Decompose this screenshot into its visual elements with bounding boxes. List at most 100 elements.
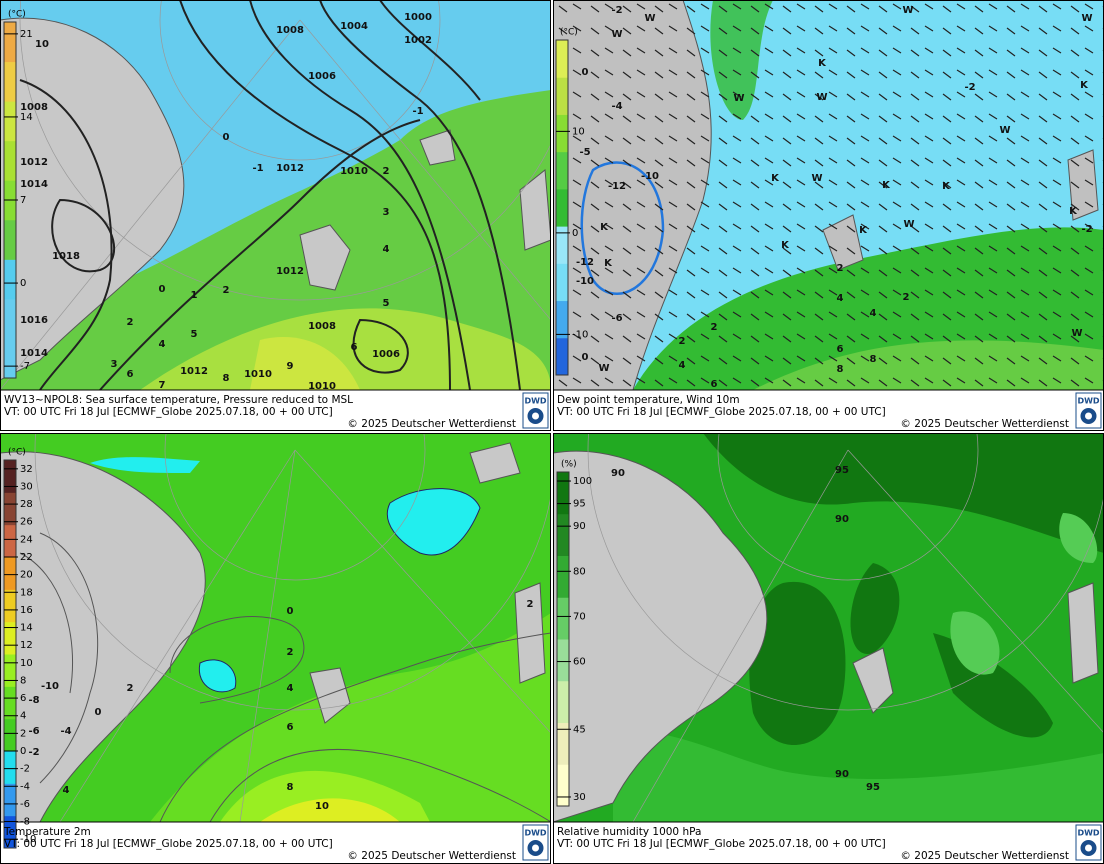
map-label: 8	[223, 373, 230, 384]
map-label: 2	[287, 647, 294, 658]
colorbar-segment	[556, 40, 568, 78]
map-label: 5	[191, 329, 198, 340]
colorbar-segment	[4, 140, 16, 181]
colorbar-segment	[556, 77, 568, 115]
map-label: 0	[287, 606, 294, 617]
map-label: 3	[383, 207, 390, 218]
map-label: 95	[866, 782, 880, 793]
map-label: 4	[383, 244, 390, 255]
valid-time: VT: 00 UTC Fri 18 Jul [ECMWF_Globe 2025.…	[4, 406, 333, 418]
colorbar-segment	[4, 22, 16, 63]
map-title: Relative humidity 1000 hPa	[557, 826, 701, 838]
map-label: K	[600, 222, 609, 233]
logo-text: DWD	[1077, 397, 1099, 406]
map-label: -10	[641, 171, 659, 182]
map-label: K	[604, 258, 613, 269]
map-label: W	[816, 92, 827, 103]
map-label: -10	[576, 276, 594, 287]
logo-text: DWD	[524, 397, 546, 406]
colorbar-segment	[4, 460, 16, 493]
colorbar-segment	[4, 815, 16, 849]
map-label: 10	[35, 39, 49, 50]
colorbar-tick-label: 0	[572, 228, 578, 239]
map-label: 0	[223, 132, 230, 143]
map-label: 2	[711, 322, 718, 333]
map-label: K	[771, 173, 780, 184]
logo-icon	[532, 412, 539, 420]
colorbar-tick-label: 26	[20, 517, 33, 528]
valid-time: VT: 00 UTC Fri 18 Jul [ECMWF_Globe 2025.…	[557, 838, 886, 850]
map-label: 9	[287, 361, 294, 372]
map-label: 8	[870, 354, 877, 365]
map-label: 1006	[308, 71, 336, 82]
colorbar-segment	[4, 783, 16, 817]
map-label: 10	[315, 801, 329, 812]
map-label: 1008	[308, 321, 336, 332]
map-label: K	[859, 225, 868, 236]
map-label: 1012	[20, 157, 48, 168]
valid-time: VT: 00 UTC Fri 18 Jul [ECMWF_Globe 2025.…	[4, 838, 333, 850]
map-label: 1012	[276, 163, 304, 174]
map-label: 0	[582, 352, 589, 363]
map-label: W	[1081, 13, 1092, 24]
copyright: © 2025 Deutscher Wetterdienst	[900, 850, 1069, 862]
colorbar-tick-label: 28	[20, 499, 33, 510]
colorbar-segment	[4, 557, 16, 590]
map-label: K	[1080, 80, 1089, 91]
map-label: 1010	[244, 369, 272, 380]
colorbar-tick-label: 4	[20, 711, 26, 722]
map-label: -1	[252, 163, 263, 174]
colorbar-segment	[4, 338, 16, 379]
colorbar-segment	[4, 492, 16, 526]
map-label: 1014	[20, 348, 48, 359]
colorbar-tick-label: -10	[572, 329, 588, 340]
colorbar-segment	[4, 219, 16, 260]
map-label: 6	[837, 344, 844, 355]
map-label: 2	[127, 683, 134, 694]
map-label: 1006	[372, 349, 400, 360]
colorbar-tick-label: -4	[20, 781, 30, 792]
colorbar-frame	[3, 459, 17, 849]
map-label: W	[902, 5, 913, 16]
colorbar-tick-label: 18	[20, 587, 33, 598]
colorbar-tick-label: 0	[20, 746, 26, 757]
colorbar-segment	[4, 524, 16, 558]
copyright: © 2025 Deutscher Wetterdienst	[347, 850, 516, 862]
colorbar-tick-label: 2	[20, 728, 26, 739]
map-label: 1010	[340, 166, 368, 177]
map-label: W	[733, 93, 744, 104]
colorbar-tick-label: 16	[20, 605, 33, 616]
map-label: 1012	[180, 366, 208, 377]
map-label: -12	[608, 181, 626, 192]
map-label: 1010	[308, 381, 336, 392]
colorbar-segment	[556, 151, 568, 190]
map-label: W	[644, 13, 655, 24]
map-label: 2	[223, 285, 230, 296]
colorbar-frame	[556, 471, 570, 807]
panel: (%) 100 95 90 80 70 60 45 30 90 95 90 90 95 Relative h…	[553, 433, 1104, 864]
map-label: 8	[837, 364, 844, 375]
map-label: -2	[964, 82, 975, 93]
map-label: W	[903, 219, 914, 230]
map-label: 1008	[20, 102, 48, 113]
map-label: -6	[28, 726, 39, 737]
colorbar-tick-label: 30	[20, 481, 33, 492]
map-label: 4	[287, 683, 294, 694]
colorbar-segment	[556, 263, 568, 302]
colorbar-unit: (°C)	[8, 10, 26, 20]
map-label: -2	[611, 5, 622, 16]
colorbar-tick-label: -7	[20, 361, 30, 372]
map-label: 1018	[52, 251, 80, 262]
colorbar-segment	[4, 686, 16, 720]
map-label: -8	[28, 695, 39, 706]
map-label: 2	[679, 336, 686, 347]
map-title: Temperature 2m	[3, 826, 91, 838]
map-label: 0	[95, 707, 102, 718]
colorbar-tick-label: 14	[20, 112, 33, 123]
map-label: 1000	[404, 12, 432, 23]
colorbar-tick-label: 0	[20, 278, 26, 289]
logo-icon	[532, 844, 539, 852]
colorbar-tick-label: 10	[20, 658, 33, 669]
colorbar-tick-label: 14	[20, 623, 33, 634]
